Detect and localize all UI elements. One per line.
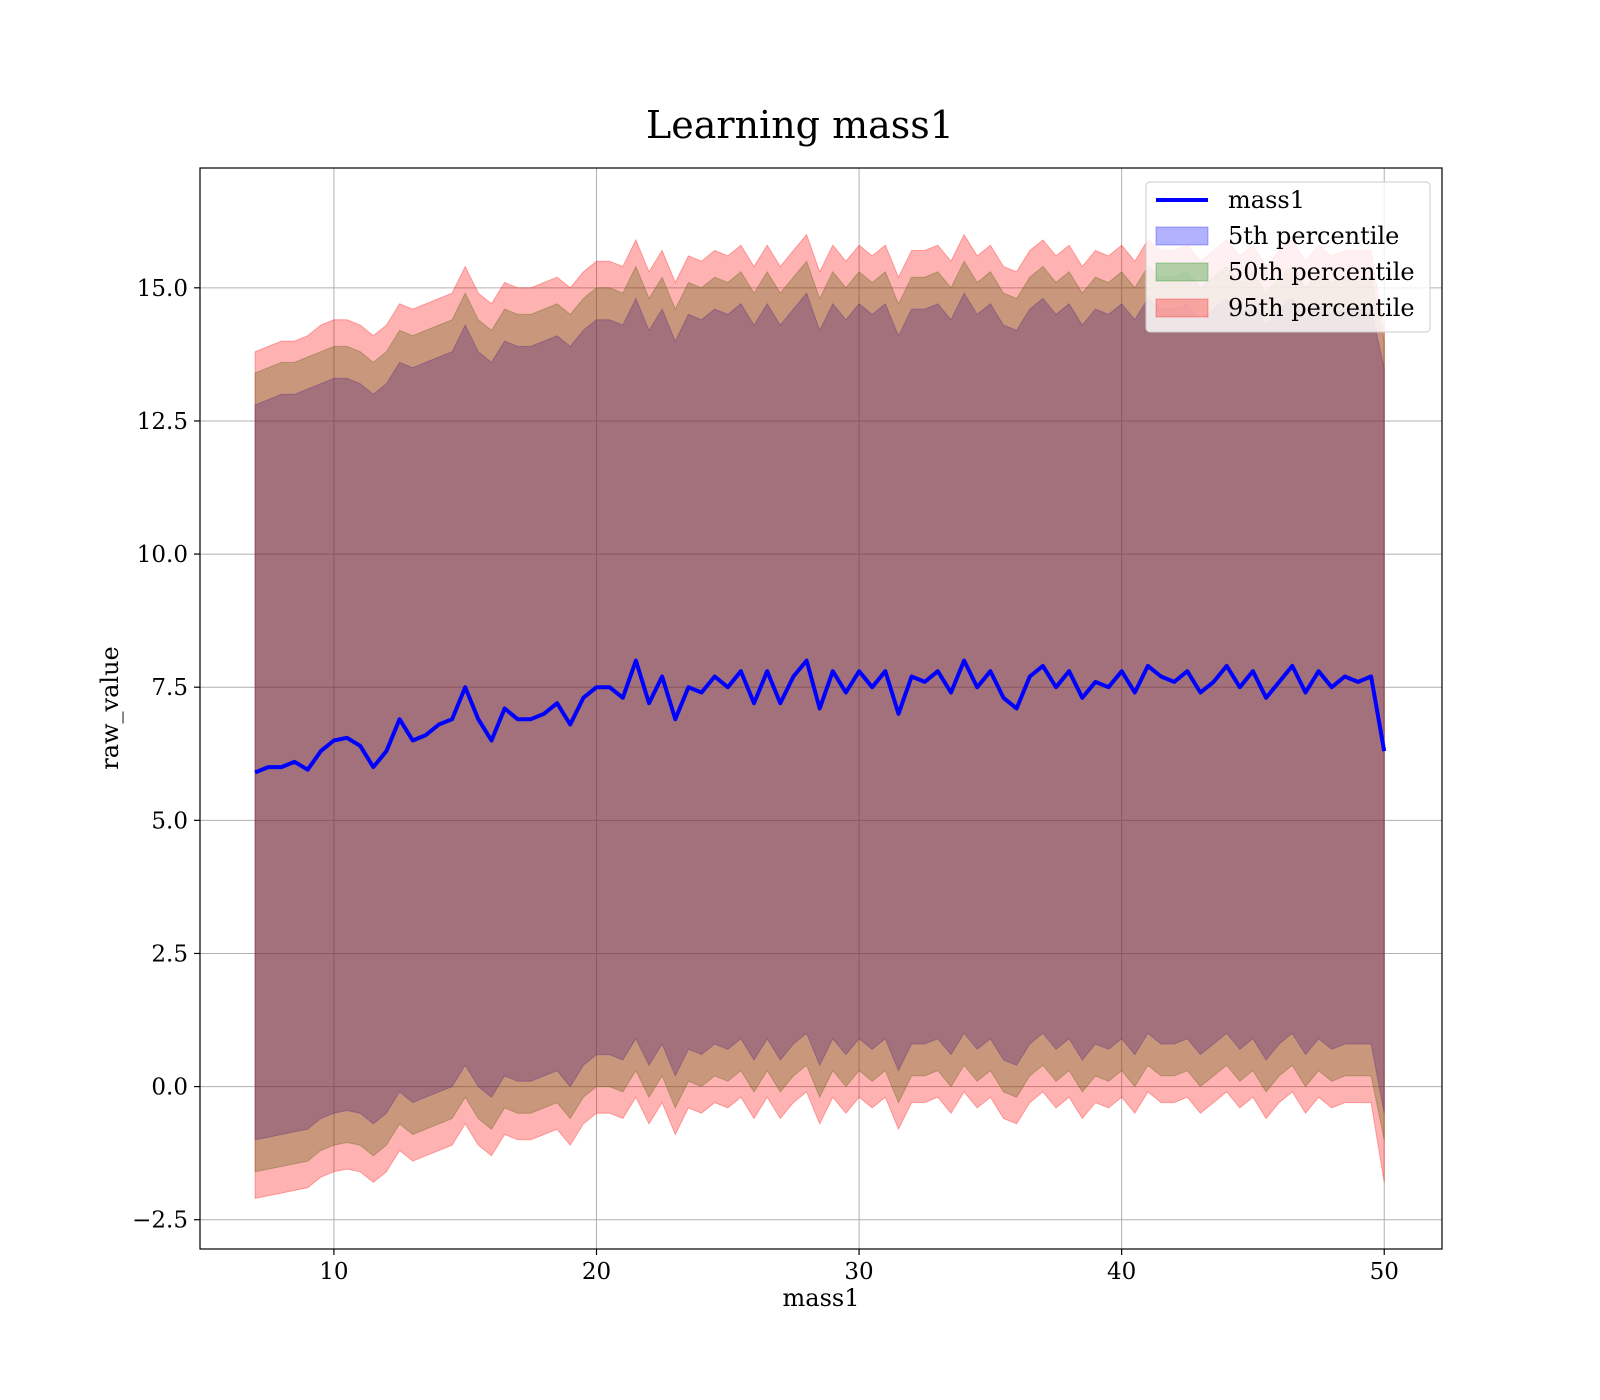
x-tick-label: 40	[1107, 1259, 1136, 1285]
series-line-mass1	[254, 658, 1387, 775]
percentile-bands	[254, 233, 1385, 1200]
x-tick-label: 20	[582, 1259, 611, 1285]
band-50th-percentile	[254, 260, 1385, 1173]
y-tick-label: −2.5	[132, 1208, 188, 1234]
y-tick-label: 15.0	[137, 276, 188, 302]
y-tick-label: 10.0	[137, 542, 188, 568]
x-tick-label: 10	[319, 1259, 348, 1285]
x-tick-label: 30	[844, 1259, 873, 1285]
legend: mass1 5th percentile 50th percentile 95t…	[1145, 181, 1431, 333]
chart-title: Learning mass1	[646, 103, 954, 147]
band-5th-percentile	[254, 292, 1385, 1141]
x-axis-ticks: 10 20 30 40 50	[319, 1249, 1399, 1285]
y-tick-label: 5.0	[151, 808, 188, 834]
plot-frame	[199, 167, 1443, 1250]
legend-label-50th-percentile: 50th percentile	[1228, 258, 1415, 286]
legend-label-95th-percentile: 95th percentile	[1228, 294, 1415, 322]
y-axis-label: raw_value	[96, 646, 124, 770]
x-axis-label: mass1	[783, 1284, 860, 1312]
legend-swatch-5th-percentile	[1155, 226, 1209, 246]
y-tick-label: 12.5	[137, 409, 188, 435]
x-tick-label: 50	[1370, 1259, 1399, 1285]
legend-box	[1145, 181, 1431, 333]
legend-swatch-50th-percentile	[1155, 262, 1209, 282]
y-tick-label: 0.0	[151, 1075, 188, 1101]
legend-label-5th-percentile: 5th percentile	[1228, 222, 1399, 250]
grid-lines	[200, 168, 1442, 1249]
legend-swatch-95th-percentile	[1155, 298, 1209, 318]
legend-label-mass1: mass1	[1228, 186, 1305, 214]
y-axis-ticks: −2.5 0.0 2.5 5.0 7.5 10.0 12.5 15.0	[132, 276, 200, 1234]
band-95th-percentile	[254, 233, 1385, 1200]
series-line-layer	[254, 658, 1387, 775]
y-tick-label: 2.5	[151, 941, 188, 967]
y-tick-label: 7.5	[151, 675, 188, 701]
